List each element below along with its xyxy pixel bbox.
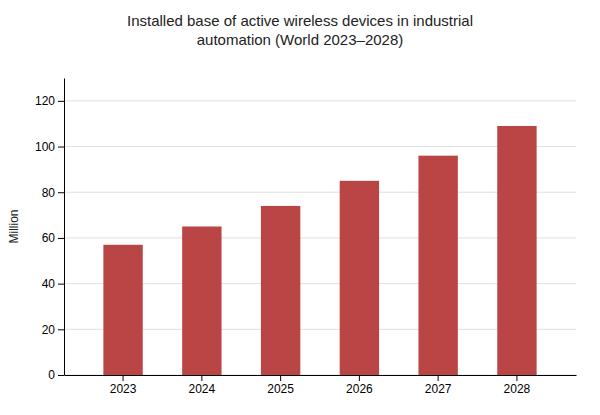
plot: 2023 2024 2025 2026 2027 2028 0 20 40 60 80 100 120 [35, 79, 577, 396]
tick-label: 100 [35, 140, 55, 154]
tick-mark [123, 375, 124, 381]
tick-mark [359, 375, 360, 381]
axis-line [65, 375, 577, 376]
tick-mark [58, 147, 64, 148]
tick-label: 2023 [110, 382, 137, 396]
tick-label: 2028 [504, 382, 531, 396]
tick: 2024 [188, 375, 215, 396]
tick: 80 [42, 186, 64, 200]
title-line: Installed base of active wireless device… [127, 12, 473, 29]
tick: 2027 [425, 375, 452, 396]
tick-label: 2026 [346, 382, 373, 396]
tick: 60 [42, 231, 64, 245]
tick: 20 [42, 323, 64, 337]
title-line: automation (World 2023–2028) [197, 31, 404, 48]
tick: 2023 [110, 375, 137, 396]
bar [418, 156, 457, 375]
tick: 2028 [504, 375, 531, 396]
bar [103, 245, 142, 375]
tick-mark [58, 101, 64, 102]
tick-mark [58, 375, 64, 376]
tick-mark [438, 375, 439, 381]
tick-label: 2025 [267, 382, 294, 396]
chart: Installed base of active wireless device… [0, 0, 600, 415]
tick-mark [58, 192, 64, 193]
tick-label: 20 [42, 323, 56, 337]
tick-label: 120 [35, 94, 55, 108]
chart-container: Installed base of active wireless device… [0, 0, 600, 415]
tick: 40 [42, 277, 64, 291]
bar [340, 181, 379, 375]
tick-label: 60 [42, 231, 56, 245]
tick-mark [280, 375, 281, 381]
tick: 100 [35, 140, 64, 154]
tick-mark [516, 375, 517, 381]
bar [261, 206, 300, 375]
tick-mark [58, 238, 64, 239]
tick: 120 [35, 94, 64, 108]
axis-line [64, 79, 65, 376]
tick-label: 0 [48, 368, 55, 382]
tick-mark [201, 375, 202, 381]
tick-label: 40 [42, 277, 56, 291]
x-axis: 2023 2024 2025 2026 2027 2028 [65, 375, 577, 396]
tick-label: 2024 [188, 382, 215, 396]
y-axis-title: Million [7, 209, 21, 243]
tick-mark [58, 284, 64, 285]
title: Installed base of active wireless device… [127, 12, 473, 48]
grid [64, 101, 576, 375]
bars [103, 126, 536, 375]
tick: 0 [48, 368, 64, 382]
tick-label: 2027 [425, 382, 452, 396]
bar [497, 126, 536, 375]
grid-line [64, 100, 576, 101]
tick-mark [58, 329, 64, 330]
tick: 2026 [346, 375, 373, 396]
tick: 2025 [267, 375, 294, 396]
tick-label: 80 [42, 186, 56, 200]
y-axis: 0 20 40 60 80 100 120 [35, 79, 65, 383]
bar [182, 227, 221, 376]
